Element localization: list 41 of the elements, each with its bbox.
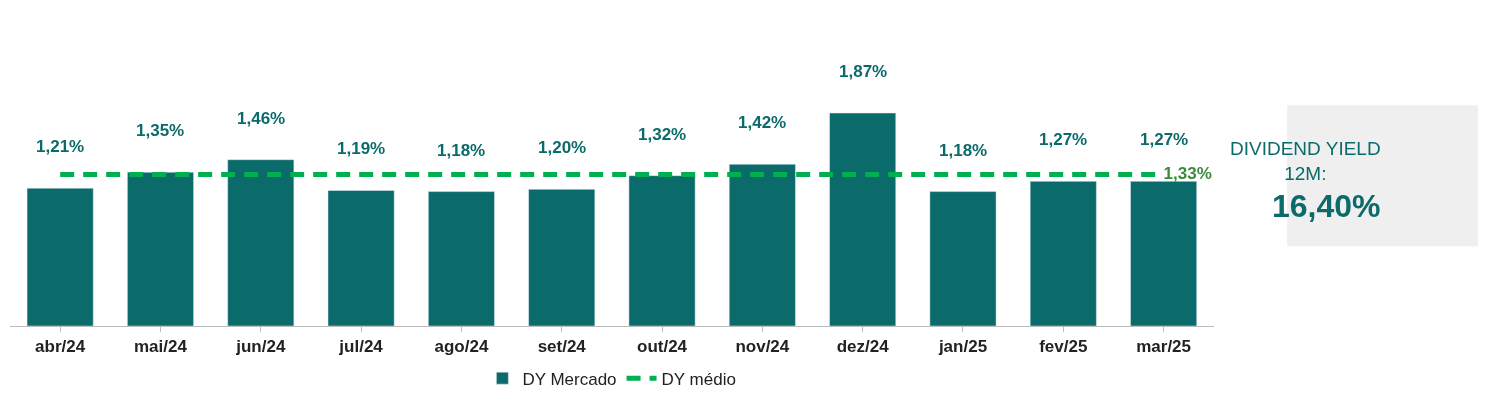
bar <box>327 190 395 326</box>
bar <box>628 175 696 326</box>
bar <box>1130 181 1197 326</box>
text: DIVIDEND YIELD 12M: <box>1230 138 1381 184</box>
data-label: 1,33% <box>1163 163 1212 183</box>
bar <box>26 187 94 326</box>
x-tick-label: jun/24 <box>235 337 286 357</box>
bar <box>729 164 796 326</box>
bar <box>528 189 596 326</box>
x-tick-label: out/24 <box>637 337 688 357</box>
data-label: 1,87% <box>839 62 888 81</box>
data-label: 1,32% <box>638 125 687 144</box>
data-label: 1,35% <box>136 121 185 140</box>
x-tick-label: fev/25 <box>1039 337 1088 357</box>
x-tick-label: set/24 <box>537 337 587 357</box>
legend-label: DY médio <box>661 369 736 389</box>
data-label: 1,20% <box>538 138 587 157</box>
data-label: 1,19% <box>337 139 386 158</box>
data-label: 1,18% <box>939 141 988 160</box>
x-tick-label: dez/24 <box>836 337 890 357</box>
bar <box>127 171 194 326</box>
x-tick-label: abr/24 <box>35 337 86 357</box>
data-label: 1,21% <box>36 137 85 156</box>
bar <box>428 191 495 326</box>
data-label: 1,27% <box>1039 130 1088 149</box>
data-label: 1,18% <box>437 141 486 160</box>
legend-label: DY Mercado <box>522 369 617 389</box>
x-tick-label: jul/24 <box>338 337 384 357</box>
x-tick-label: mai/24 <box>134 337 188 357</box>
bar <box>1029 181 1097 326</box>
bar <box>829 112 897 326</box>
x-tick-label: nov/24 <box>735 337 790 357</box>
data-label: 1,46% <box>237 109 286 128</box>
bar <box>227 159 295 326</box>
x-tick-label: ago/24 <box>434 337 489 357</box>
x-tick-label: jan/25 <box>937 337 988 357</box>
bar <box>929 191 997 326</box>
x-tick-label: mar/25 <box>1136 337 1192 357</box>
text: 16,40% <box>1272 188 1381 224</box>
data-label: 1,27% <box>1140 130 1189 149</box>
data-label: 1,42% <box>738 113 787 132</box>
